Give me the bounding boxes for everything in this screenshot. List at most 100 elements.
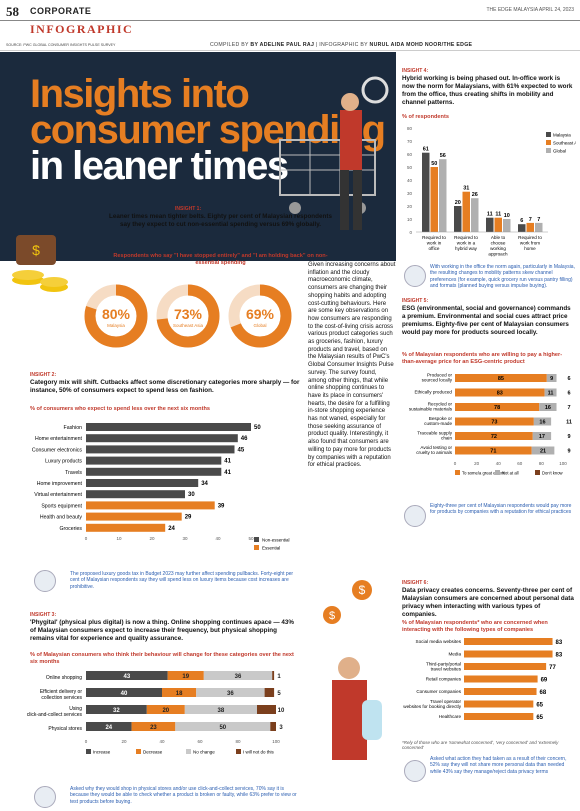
bar — [86, 512, 182, 521]
category-label: Required to — [454, 235, 478, 240]
x-tick-label: 60 — [197, 739, 203, 744]
segment-value-label: 9 — [550, 376, 553, 382]
stacked-segment — [131, 722, 176, 731]
bar — [464, 688, 537, 695]
legend-label: To some/a great extent — [462, 471, 505, 476]
segment-value-label: 78 — [494, 405, 500, 411]
category-label: office — [429, 246, 440, 251]
bar-value-label: 11 — [495, 212, 501, 218]
category-label: choose — [491, 241, 506, 246]
bar — [494, 217, 502, 232]
insight2-chart-title: % of consumers who expect to spend less … — [30, 406, 210, 412]
x-tick-label: 10 — [116, 536, 122, 541]
bar — [86, 467, 222, 476]
hero-panel — [0, 52, 396, 261]
bar-value-label: 39 — [218, 503, 225, 509]
bar — [86, 479, 199, 487]
stacked-segment — [546, 374, 557, 382]
ring-value-label: 80% — [102, 306, 131, 322]
bar-value-label: 77 — [549, 665, 556, 671]
bar-value-label: 41 — [224, 470, 231, 476]
stacked-segment — [86, 671, 168, 680]
category-label: collection services — [41, 695, 82, 701]
segment-value-label: 73 — [491, 420, 497, 426]
stacked-segment — [175, 722, 271, 731]
publication-dateline: THE EDGE MALAYSIA APRIL 24, 2023 — [486, 7, 574, 13]
bar-value-label: 34 — [201, 481, 208, 487]
shopping-bag-icon — [34, 786, 56, 808]
cart-icon — [279, 139, 376, 196]
bar — [86, 423, 251, 431]
category-label: home — [524, 246, 536, 251]
bar-value-label: 46 — [241, 436, 248, 442]
businessman-figure — [340, 110, 362, 170]
bar-value-label: 31 — [463, 186, 469, 192]
x-tick-label: 80 — [539, 461, 545, 466]
insight4-chart-title: % of respondents — [402, 114, 449, 120]
legend-swatch — [236, 749, 241, 754]
segment-value-label: 20 — [162, 708, 169, 714]
legend-label: Malaysia — [553, 133, 571, 138]
category-label: Home improvement — [37, 481, 83, 487]
bar-value-label: 45 — [238, 447, 245, 453]
segment-value-label: 38 — [218, 708, 225, 714]
insight2-label: INSIGHT 2: — [30, 372, 57, 378]
stacked-segment — [533, 417, 552, 426]
category-label: Sports equipment — [41, 503, 82, 509]
category-label: hybrid way — [455, 246, 478, 251]
header-rule — [0, 20, 580, 21]
insight6-note: Asked what action they had taken as a re… — [430, 756, 567, 775]
y-tick-label: 70 — [407, 139, 413, 144]
category-label: Recycled or — [428, 402, 453, 407]
bar — [464, 650, 553, 658]
bar — [535, 222, 543, 232]
insight3-chart-title: % of Malaysian consumers who think their… — [30, 652, 294, 665]
segment-value-label: 18 — [176, 691, 183, 697]
segment-value-label: 6 — [567, 391, 570, 397]
category-label: Using — [69, 706, 82, 712]
legend-swatch — [86, 749, 91, 754]
segment-value-label: 32 — [113, 708, 120, 714]
category-label: sourced locally — [422, 378, 453, 383]
title-line-1: Insights into — [30, 72, 250, 116]
stacked-segment — [455, 417, 534, 426]
category-label: Third-party/portal — [426, 662, 461, 667]
businessman-coins-illustration: $ $ — [323, 580, 382, 760]
segment-value-label: 72 — [491, 434, 497, 440]
category-label: work from — [520, 241, 540, 246]
legend-label: Decrease — [143, 750, 163, 755]
bar-value-label: 24 — [168, 526, 175, 532]
legend-label: Southeast Asia — [553, 141, 576, 146]
stacked-segment — [167, 671, 204, 680]
legend-label: Not at all — [502, 471, 519, 476]
category-label: work in a — [457, 241, 476, 246]
receipt-icon — [34, 570, 56, 592]
x-tick-label: 60 — [517, 461, 523, 466]
ring-value-label: 73% — [174, 306, 203, 322]
x-tick-label: 40 — [496, 461, 502, 466]
lock-icon — [404, 760, 426, 782]
insight1-subtitle: Respondents who say "I have stopped enti… — [113, 253, 328, 266]
bar-value-label: 30 — [188, 492, 195, 498]
insight2-chart: Fashion 50 Home entertainment 46 Consumer el… — [32, 423, 290, 551]
category-label: Consumer electronics — [32, 447, 83, 453]
insight5-headline: ESG (environmental, social and governanc… — [402, 305, 571, 336]
infographic-prefix: INFOGRAPHIC BY — [319, 42, 368, 48]
hero-illustration — [279, 76, 389, 230]
insight2-note: The proposed luxury goods tax in Budget … — [70, 571, 294, 590]
segment-value-label: 50 — [219, 725, 226, 731]
office-icon — [404, 265, 426, 287]
compiled-prefix: COMPILED BY — [210, 42, 249, 48]
bar — [462, 191, 470, 232]
category-label: Travel operator — [430, 699, 461, 704]
segment-value-label: 5 — [277, 691, 281, 697]
legend-label: Global — [553, 149, 566, 154]
bar-value-label: 56 — [440, 153, 446, 159]
ring-region-label: Southeast Asia — [173, 323, 204, 328]
insight4-label: INSIGHT 4: — [402, 68, 429, 74]
ring-fill — [156, 284, 220, 348]
category-label: Health and beauty — [40, 515, 83, 521]
stacked-segment — [86, 705, 147, 714]
coin-jar-icon — [362, 700, 382, 740]
